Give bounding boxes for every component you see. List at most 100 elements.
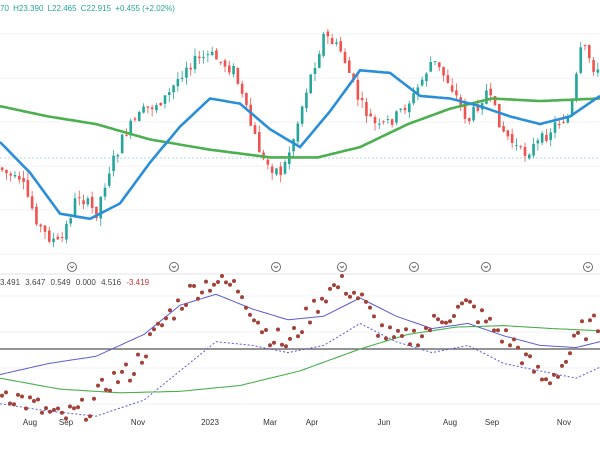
indicator-dot bbox=[76, 405, 80, 410]
indicator-dot bbox=[488, 316, 492, 321]
indicator-dot bbox=[268, 343, 272, 348]
candle-body bbox=[103, 187, 107, 197]
indicator-dot bbox=[256, 320, 260, 325]
candle-body bbox=[399, 108, 403, 110]
candle-body bbox=[39, 224, 43, 227]
indicator-dot bbox=[140, 360, 144, 365]
indicator-dot bbox=[556, 374, 560, 379]
candle-body bbox=[523, 146, 527, 156]
indicator-dot bbox=[196, 296, 200, 301]
indicator-dot bbox=[572, 333, 576, 338]
indicator-dot bbox=[208, 288, 212, 293]
indicator-dot bbox=[52, 407, 56, 412]
candle-body bbox=[52, 238, 55, 243]
candle-body bbox=[540, 133, 544, 143]
indicator-dot bbox=[596, 329, 600, 334]
candle-body bbox=[73, 198, 77, 218]
dividend-event-icon[interactable] bbox=[169, 262, 179, 272]
indicator-dot bbox=[428, 328, 432, 333]
candle-body bbox=[283, 161, 287, 174]
indicator-dot bbox=[512, 337, 516, 342]
ohlc-low: L22.465 bbox=[47, 4, 77, 13]
candle-body bbox=[275, 168, 278, 175]
indicator-dot bbox=[424, 326, 428, 331]
indicator-dot bbox=[136, 352, 140, 357]
indicator-dot bbox=[444, 320, 448, 325]
candle-body bbox=[296, 123, 300, 142]
candle-body bbox=[377, 123, 381, 125]
indicator-dot bbox=[448, 319, 452, 324]
indicator-dots bbox=[0, 274, 600, 422]
price-grid bbox=[0, 33, 600, 255]
indicator-dot bbox=[20, 394, 24, 399]
indicator-dot bbox=[368, 305, 372, 310]
fast-moving-average-line bbox=[0, 68, 600, 221]
indicator-dot bbox=[260, 330, 264, 335]
indicator-dot bbox=[24, 406, 28, 411]
candle-body bbox=[313, 68, 317, 74]
indicator-dot bbox=[204, 279, 208, 284]
candle-body bbox=[266, 159, 270, 165]
indicator-dot bbox=[144, 354, 148, 359]
indicator-dot bbox=[44, 406, 48, 411]
candle-body bbox=[545, 134, 548, 141]
candle-body bbox=[56, 236, 60, 240]
candle-body bbox=[9, 173, 13, 176]
indicator-dot bbox=[48, 409, 52, 414]
indicator-dot bbox=[236, 289, 240, 294]
candle-body bbox=[335, 42, 338, 44]
indicator-dot bbox=[412, 328, 416, 333]
indicator-dot bbox=[384, 336, 388, 341]
indicator-dot bbox=[396, 328, 400, 333]
candle-body bbox=[412, 93, 415, 104]
indicator-dot bbox=[36, 397, 40, 402]
ohlc-readout: 70 H23.390 L22.465 C22.915 +0.455 (+2.02… bbox=[0, 4, 177, 13]
indicator-dot bbox=[132, 372, 136, 376]
candle-body bbox=[197, 56, 201, 59]
indicator-dot bbox=[272, 340, 276, 345]
candle-body bbox=[172, 85, 175, 93]
dividend-event-icon[interactable] bbox=[271, 262, 281, 272]
candle-body bbox=[553, 122, 557, 133]
indicator-dot bbox=[240, 295, 244, 300]
candle-body bbox=[202, 56, 205, 59]
candle-body bbox=[446, 75, 450, 83]
candle-body bbox=[347, 60, 351, 73]
candle-body bbox=[60, 237, 64, 239]
dividend-event-icon[interactable] bbox=[337, 262, 347, 272]
candle-body bbox=[47, 230, 51, 242]
indicator-dot bbox=[332, 283, 336, 288]
candle-body bbox=[133, 118, 137, 120]
dividend-event-icon[interactable] bbox=[67, 262, 77, 272]
indicator-value-3: 0.549 bbox=[50, 278, 71, 287]
candle-body bbox=[527, 154, 531, 159]
indicator-dot bbox=[524, 352, 528, 357]
indicator-dot bbox=[28, 395, 32, 400]
candle-body bbox=[455, 90, 458, 96]
candle-body bbox=[326, 31, 330, 37]
indicator-dot bbox=[464, 298, 468, 303]
x-tick-label: Aug bbox=[23, 418, 37, 427]
indicator-grid bbox=[0, 295, 600, 405]
indicator-dot bbox=[544, 377, 548, 382]
dividend-event-icon[interactable] bbox=[583, 262, 593, 272]
candle-body bbox=[592, 60, 595, 72]
dividend-event-icon[interactable] bbox=[409, 262, 419, 272]
candle-body bbox=[0, 167, 4, 171]
indicator-dot bbox=[120, 369, 124, 374]
dividend-event-icon[interactable] bbox=[481, 262, 491, 272]
candle-body bbox=[407, 103, 411, 113]
candle-body bbox=[467, 118, 471, 121]
indicator-dot bbox=[96, 383, 100, 388]
candle-body bbox=[159, 102, 163, 106]
indicator-dot bbox=[420, 334, 424, 339]
candle-body bbox=[5, 169, 8, 174]
candle-body bbox=[26, 180, 30, 197]
indicator-dot bbox=[60, 410, 64, 415]
indicator-dot bbox=[16, 392, 20, 397]
candle-body bbox=[253, 125, 257, 134]
candle-body bbox=[373, 117, 377, 124]
candle-body bbox=[557, 124, 561, 126]
candle-body bbox=[206, 54, 210, 56]
candle-body bbox=[485, 90, 488, 104]
